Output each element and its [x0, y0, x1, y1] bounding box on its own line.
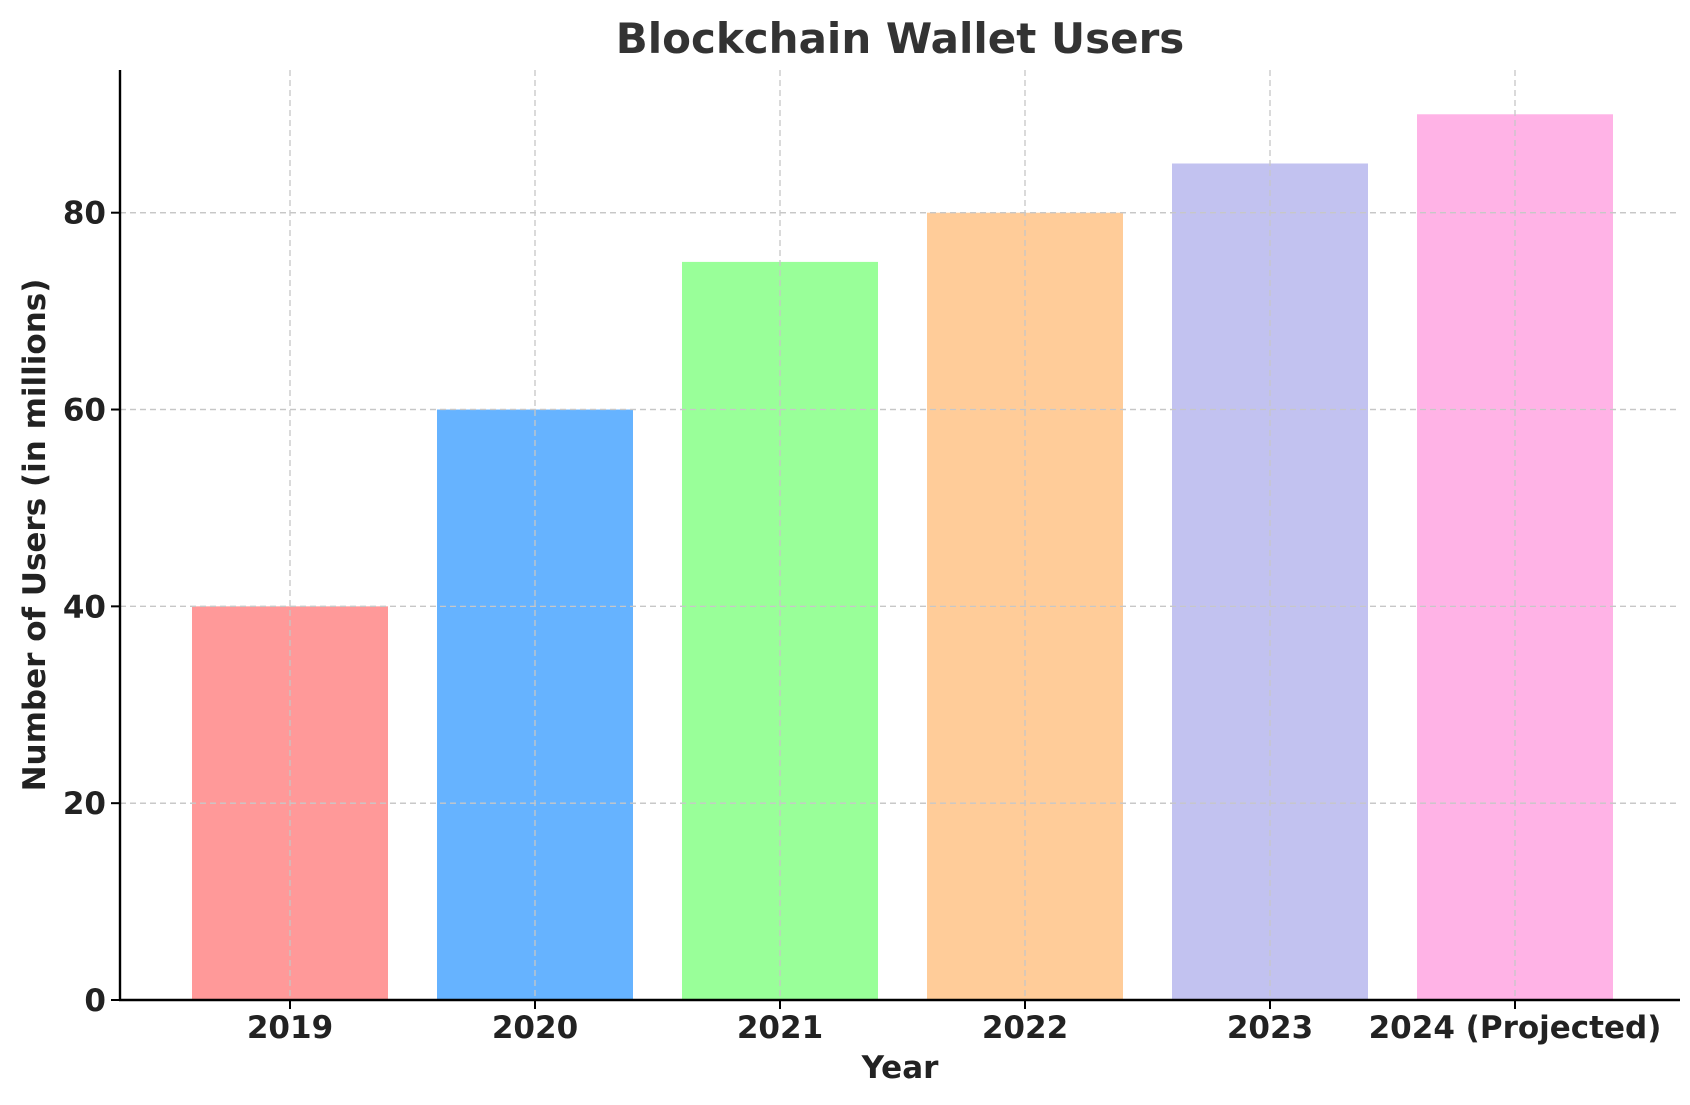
x-axis-label: Year [861, 1050, 940, 1086]
bars [192, 114, 1613, 1001]
x-axis-ticks: 2019 2020 2021 2022 2023 2024 (Projected) [247, 1000, 1662, 1046]
y-axis-ticks: 0 20 40 60 80 [63, 196, 120, 1019]
x-tick-label: 2021 [737, 1010, 823, 1046]
y-tick-label: 60 [63, 393, 106, 429]
x-tick-label: 2024 (Projected) [1369, 1010, 1662, 1046]
x-tick-label: 2019 [247, 1010, 333, 1046]
y-tick-label: 80 [63, 196, 106, 232]
y-tick-label: 0 [84, 983, 106, 1019]
y-tick-label: 40 [63, 589, 106, 625]
x-tick-label: 2020 [492, 1010, 578, 1046]
x-tick-label: 2023 [1227, 1010, 1313, 1046]
chart-title: Blockchain Wallet Users [616, 14, 1185, 63]
grid-lines-overlay [120, 70, 1680, 1000]
y-axis-label: Number of Users (in millions) [17, 279, 53, 792]
bar-2024 [1417, 114, 1613, 1001]
y-tick-label: 20 [63, 786, 106, 822]
x-tick-label: 2022 [982, 1010, 1068, 1046]
